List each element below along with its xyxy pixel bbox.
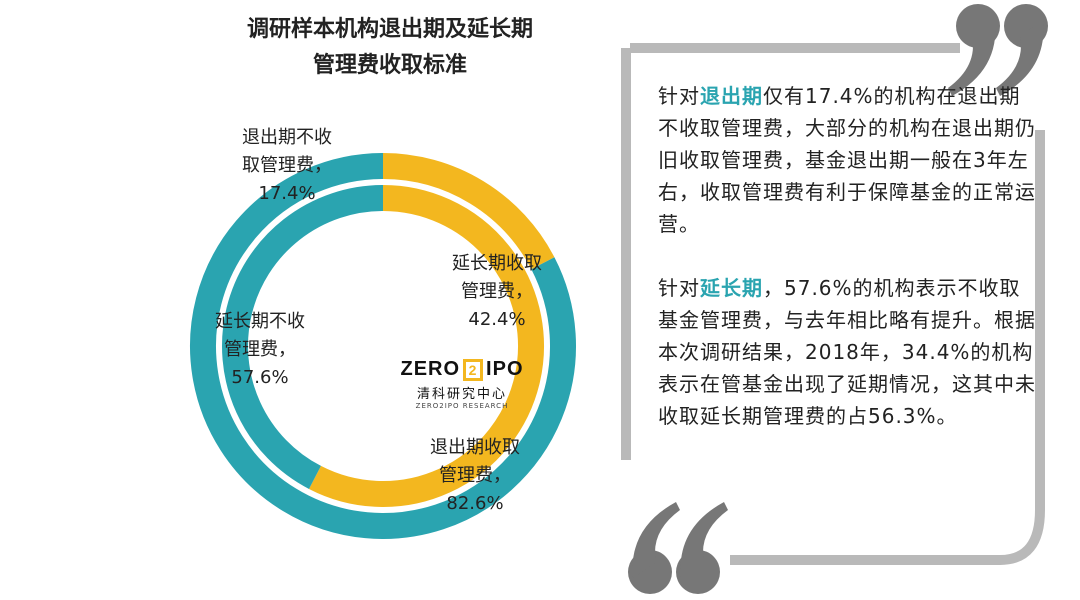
commentary-paragraph-exit: 针对退出期仅有17.4%的机构在退出期不收取管理费，大部分的机构在退出期仍旧收取…	[658, 80, 1038, 240]
label-exit-fee-line2: 管理费，	[439, 465, 511, 486]
label-exit-no-fee-line1: 退出期不收	[242, 127, 332, 148]
chart-title-line1: 调研样本机构退出期及延长期	[246, 17, 533, 42]
p1-body: 仅有17.4%的机构在退出期不收取管理费，大部分的机构在退出期仍旧收取管理费，基…	[658, 84, 1036, 236]
frame-right-line	[730, 130, 1045, 565]
quote-frame	[621, 4, 1048, 594]
logo-box-2: 2	[463, 358, 484, 381]
inner-ring-slice-0	[309, 185, 544, 507]
label-exit-no-fee-line2: 取管理费，	[242, 155, 332, 176]
chart-title: 调研样本机构退出期及延长期 管理费收取标准	[190, 12, 590, 84]
p2-highlight: 延长期	[700, 276, 763, 300]
label-extension-fee-value: 42.4%	[468, 309, 526, 330]
zero2ipo-logo: ZERO 2 IPO 清科研究中心 ZERO2IPO RESEARCH	[392, 358, 532, 410]
label-exit-fee-line1: 退出期收取	[430, 437, 520, 458]
label-exit-fee-value: 82.6%	[446, 493, 504, 514]
logo-text-ipo: IPO	[486, 358, 524, 380]
chart-title-line2: 管理费收取标准	[312, 53, 467, 78]
label-extension-no-fee-value: 57.6%	[231, 367, 289, 388]
inner-ring-slice-1	[222, 185, 384, 489]
p1-highlight: 退出期	[700, 84, 763, 108]
logo-text-zero: ZERO	[400, 358, 461, 380]
commentary-text: 针对退出期仅有17.4%的机构在退出期不收取管理费，大部分的机构在退出期仍旧收取…	[658, 80, 1038, 432]
p1-prefix: 针对	[658, 84, 700, 108]
commentary-paragraph-extension: 针对延长期，57.6%的机构表示不收取基金管理费，与去年相比略有提升。根据本次调…	[658, 272, 1038, 432]
outer-ring-slice-1	[190, 153, 576, 539]
label-extension-fee-line1: 延长期收取	[452, 253, 542, 274]
label-extension-fee: 延长期收取 管理费， 42.4%	[432, 250, 562, 334]
logo-english-name: ZERO2IPO RESEARCH	[415, 402, 509, 410]
p2-prefix: 针对	[658, 276, 700, 300]
label-extension-no-fee: 延长期不收 管理费， 57.6%	[195, 308, 325, 392]
label-extension-fee-line2: 管理费，	[461, 281, 533, 302]
outer-ring-slice-0	[382, 153, 555, 270]
label-exit-fee: 退出期收取 管理费， 82.6%	[410, 434, 540, 518]
p2-body: ，57.6%的机构表示不收取基金管理费，与去年相比略有提升。根据本次调研结果，2…	[658, 276, 1036, 428]
logo-chinese-name: 清科研究中心	[416, 387, 507, 402]
label-exit-no-fee: 退出期不收 取管理费， 17.4%	[222, 124, 352, 208]
closing-quote-icon	[948, 4, 1048, 96]
double-donut-chart	[190, 153, 576, 539]
opening-quote-icon	[628, 502, 728, 594]
label-extension-no-fee-line1: 延长期不收	[215, 311, 305, 332]
label-exit-no-fee-value: 17.4%	[258, 183, 316, 204]
label-extension-no-fee-line2: 管理费，	[224, 339, 296, 360]
